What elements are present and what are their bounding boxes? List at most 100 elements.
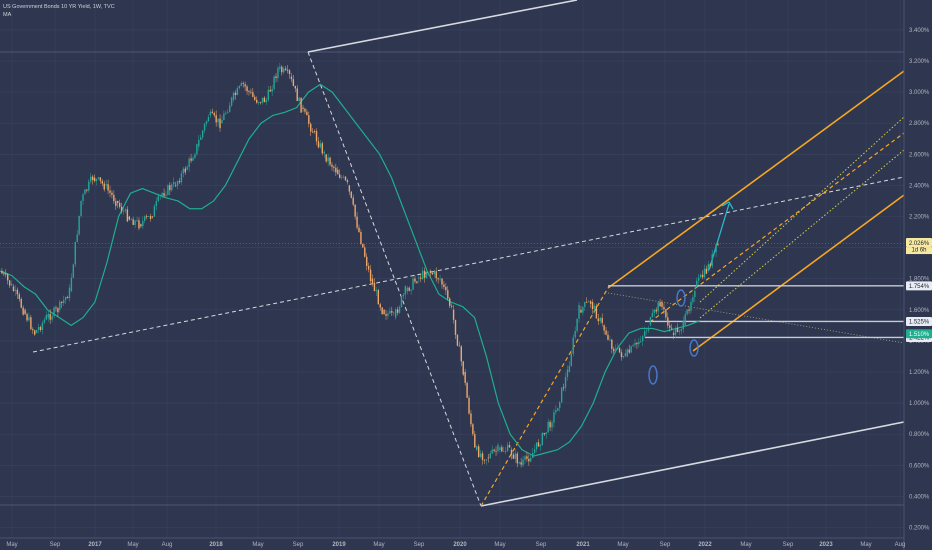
candle-body (39, 327, 42, 330)
candle-body (564, 376, 567, 388)
indicator-label[interactable]: MA (3, 12, 12, 18)
y-tick-label: 1.200% (909, 370, 930, 376)
candle-body (373, 282, 376, 292)
candle-body (182, 168, 185, 174)
candle-body (524, 456, 526, 460)
candle-body (3, 273, 5, 275)
candle-body (254, 96, 256, 100)
candle-body (367, 266, 370, 270)
level-label: 1.422% (909, 336, 930, 342)
channel-lower[interactable] (692, 194, 905, 352)
candle-body (250, 91, 252, 93)
channel-median[interactable] (649, 132, 905, 323)
candle-body (115, 201, 117, 206)
candle-body (661, 302, 663, 308)
candle-body (655, 309, 657, 312)
candle-body (279, 66, 281, 69)
trendline-top-white[interactable] (307, 0, 578, 53)
candle-body (450, 305, 453, 307)
candle-body (352, 197, 354, 205)
x-tick-label: May (617, 542, 628, 548)
candle-body (107, 184, 109, 191)
countdown-bg (906, 247, 932, 255)
symbol-title[interactable]: US Government Bonds 10 YR Yield, 1W, TVC (3, 4, 115, 10)
candle-body (134, 220, 136, 225)
candle-body (443, 284, 445, 287)
candle-body (495, 450, 497, 452)
highlight-ellipse[interactable] (676, 289, 686, 307)
candle-body (458, 345, 461, 347)
candle-body (145, 216, 148, 218)
candle-body (59, 301, 61, 310)
candle-body (315, 131, 318, 142)
candle-body (607, 334, 609, 340)
candle-body (311, 131, 314, 133)
x-tick-label: Sep (660, 542, 671, 548)
x-tick-label: May (6, 542, 17, 548)
time-axis[interactable]: May Sep 2017 May Aug 2018 May Sep 2019 May Sep 2020… (6, 542, 905, 548)
trendline-dashed-down[interactable] (307, 51, 482, 507)
candle-body (16, 289, 19, 295)
channel-upper[interactable] (607, 70, 905, 289)
candle-body (699, 274, 702, 278)
candle-body (477, 446, 480, 457)
candle-body (138, 220, 140, 229)
candle-body (682, 320, 684, 330)
candle-body (379, 304, 381, 308)
candle-body (217, 118, 219, 123)
candle-body (88, 181, 90, 191)
x-tick-label: May (860, 542, 871, 548)
candle-body (47, 313, 49, 318)
candle-body (342, 176, 345, 178)
candle-body (445, 286, 447, 291)
candle-body (350, 191, 352, 198)
candle-body (669, 325, 671, 328)
y-tick-label: 0.600% (909, 463, 930, 469)
candle-body (113, 194, 115, 202)
candle-body (51, 316, 53, 320)
candle-body (331, 164, 333, 167)
markers-layer[interactable] (648, 289, 699, 385)
candle-body (504, 451, 507, 452)
trendline-bottom-white[interactable] (480, 421, 905, 507)
candle-body (626, 349, 628, 357)
candle-body (76, 234, 78, 242)
candle-body (335, 167, 337, 173)
candle-body (553, 412, 555, 423)
candle-body (244, 84, 246, 87)
highlight-ellipse[interactable] (648, 365, 658, 385)
candle-body (176, 181, 179, 186)
candle-body (462, 361, 464, 375)
x-tick-label: May (127, 542, 138, 548)
grid-layer (0, 0, 904, 538)
drawing-layer[interactable] (32, 0, 905, 507)
target-arrow-head[interactable] (721, 201, 734, 210)
x-tick-label: Sep (783, 542, 794, 548)
candle-body (227, 112, 229, 113)
candle-body (132, 219, 134, 225)
candle-body (678, 330, 681, 333)
candle-body (570, 353, 573, 366)
trendline-dashed-long[interactable] (32, 176, 905, 353)
channel-upper-dotted[interactable] (699, 116, 905, 303)
candle-body (642, 336, 644, 342)
countdown-label: 1d 6h (911, 248, 926, 254)
candle-body (93, 177, 96, 182)
candle-body (221, 120, 223, 124)
trendline-orange-dashed-up[interactable] (480, 287, 609, 507)
candle-body (261, 97, 264, 103)
candle-body (12, 286, 15, 291)
candle-body (377, 290, 380, 305)
candle-body (186, 167, 188, 170)
candle-body (209, 111, 212, 116)
highlight-ellipse[interactable] (689, 339, 699, 357)
candle-body (429, 270, 432, 274)
candle-body (470, 413, 472, 425)
candle-body (651, 313, 654, 318)
candle-body (618, 347, 621, 353)
trendline-dotted-down[interactable] (607, 292, 905, 344)
candle-body (364, 247, 366, 257)
candle-body (674, 328, 677, 335)
